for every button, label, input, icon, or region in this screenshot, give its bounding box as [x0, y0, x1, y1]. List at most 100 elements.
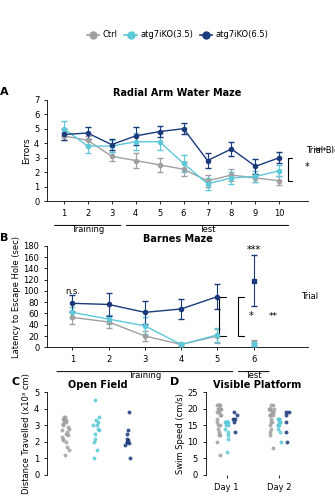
Y-axis label: Errors: Errors	[22, 137, 31, 164]
Point	[61, 420, 66, 428]
Point	[214, 414, 220, 422]
Point	[267, 404, 272, 412]
Point	[270, 408, 275, 416]
Title: Radial Arm Water Maze: Radial Arm Water Maze	[113, 88, 242, 98]
Point	[64, 416, 69, 424]
Point	[96, 413, 102, 421]
Point	[217, 431, 222, 439]
Point	[216, 402, 222, 409]
Point	[92, 434, 97, 442]
Y-axis label: Distance Travelled (x10³ cm): Distance Travelled (x10³ cm)	[22, 373, 31, 494]
Point	[218, 412, 223, 420]
Text: A: A	[0, 86, 8, 97]
Point	[278, 438, 283, 446]
Point	[275, 414, 280, 422]
Point	[270, 408, 276, 416]
Point	[125, 426, 130, 434]
Text: **: **	[268, 312, 277, 321]
Point	[268, 404, 273, 412]
Point	[61, 416, 67, 424]
Point	[268, 421, 273, 429]
Point	[124, 438, 129, 446]
Point	[65, 443, 70, 451]
Point	[62, 416, 68, 424]
Point	[216, 428, 221, 436]
Point	[66, 431, 71, 439]
Text: C: C	[11, 378, 19, 388]
Point	[270, 408, 275, 416]
Point	[268, 412, 273, 420]
Point	[268, 412, 273, 420]
Point	[60, 436, 66, 444]
Point	[216, 402, 221, 409]
Point	[216, 408, 221, 416]
Point	[226, 434, 231, 442]
Point	[64, 438, 69, 446]
Point	[91, 454, 96, 462]
Point	[217, 404, 223, 412]
Y-axis label: Swim Speed (cm/s): Swim Speed (cm/s)	[176, 393, 185, 474]
Point	[276, 424, 281, 432]
Text: ***: ***	[247, 244, 261, 254]
Point	[65, 423, 71, 431]
Point	[215, 421, 220, 429]
Point	[283, 412, 289, 420]
Point	[232, 414, 238, 422]
Point	[218, 404, 223, 412]
Point	[92, 430, 98, 438]
Text: Trial: Trial	[301, 292, 318, 301]
Point	[267, 404, 273, 412]
Point	[225, 421, 230, 429]
Point	[268, 424, 273, 432]
Point	[127, 408, 132, 416]
Point	[60, 433, 65, 441]
Point	[232, 428, 238, 436]
Point	[271, 404, 276, 412]
Point	[94, 421, 99, 429]
Point	[284, 438, 290, 446]
Title: Barnes Maze: Barnes Maze	[143, 234, 212, 243]
Point	[270, 402, 275, 409]
Point	[275, 421, 281, 429]
Point	[231, 418, 237, 426]
Point	[276, 414, 281, 422]
Point	[225, 418, 230, 426]
Point	[217, 431, 222, 439]
Point	[223, 418, 228, 426]
Point	[269, 418, 274, 426]
Point	[127, 440, 132, 448]
Text: *: *	[305, 162, 309, 172]
Point	[224, 448, 230, 456]
Point	[126, 436, 131, 444]
Text: n.s.: n.s.	[65, 287, 80, 296]
Point	[95, 424, 100, 432]
Point	[124, 430, 130, 438]
Text: B: B	[0, 233, 8, 243]
Point	[267, 428, 272, 436]
Text: ***: ***	[314, 147, 328, 156]
Point	[60, 434, 66, 442]
Text: Trial Block: Trial Block	[306, 146, 335, 155]
Point	[225, 428, 231, 436]
Title: Visible Platform: Visible Platform	[213, 380, 301, 390]
Point	[127, 454, 133, 462]
Point	[276, 418, 282, 426]
Point	[93, 416, 98, 424]
Legend: Ctrl, atg7iKO(3.5), atg7iKO(6.5): Ctrl, atg7iKO(3.5), atg7iKO(6.5)	[83, 27, 272, 43]
Point	[276, 421, 282, 429]
Point	[215, 424, 220, 432]
Text: Training: Training	[71, 224, 104, 234]
Point	[222, 424, 227, 432]
Point	[275, 421, 280, 429]
Title: Open Field: Open Field	[68, 380, 128, 390]
Point	[224, 418, 229, 426]
Point	[63, 418, 68, 426]
Point	[60, 414, 66, 422]
Point	[277, 418, 282, 426]
Point	[223, 418, 228, 426]
Point	[223, 421, 229, 429]
Point	[217, 412, 222, 420]
Point	[217, 404, 222, 412]
Point	[284, 428, 289, 436]
Point	[124, 438, 129, 446]
